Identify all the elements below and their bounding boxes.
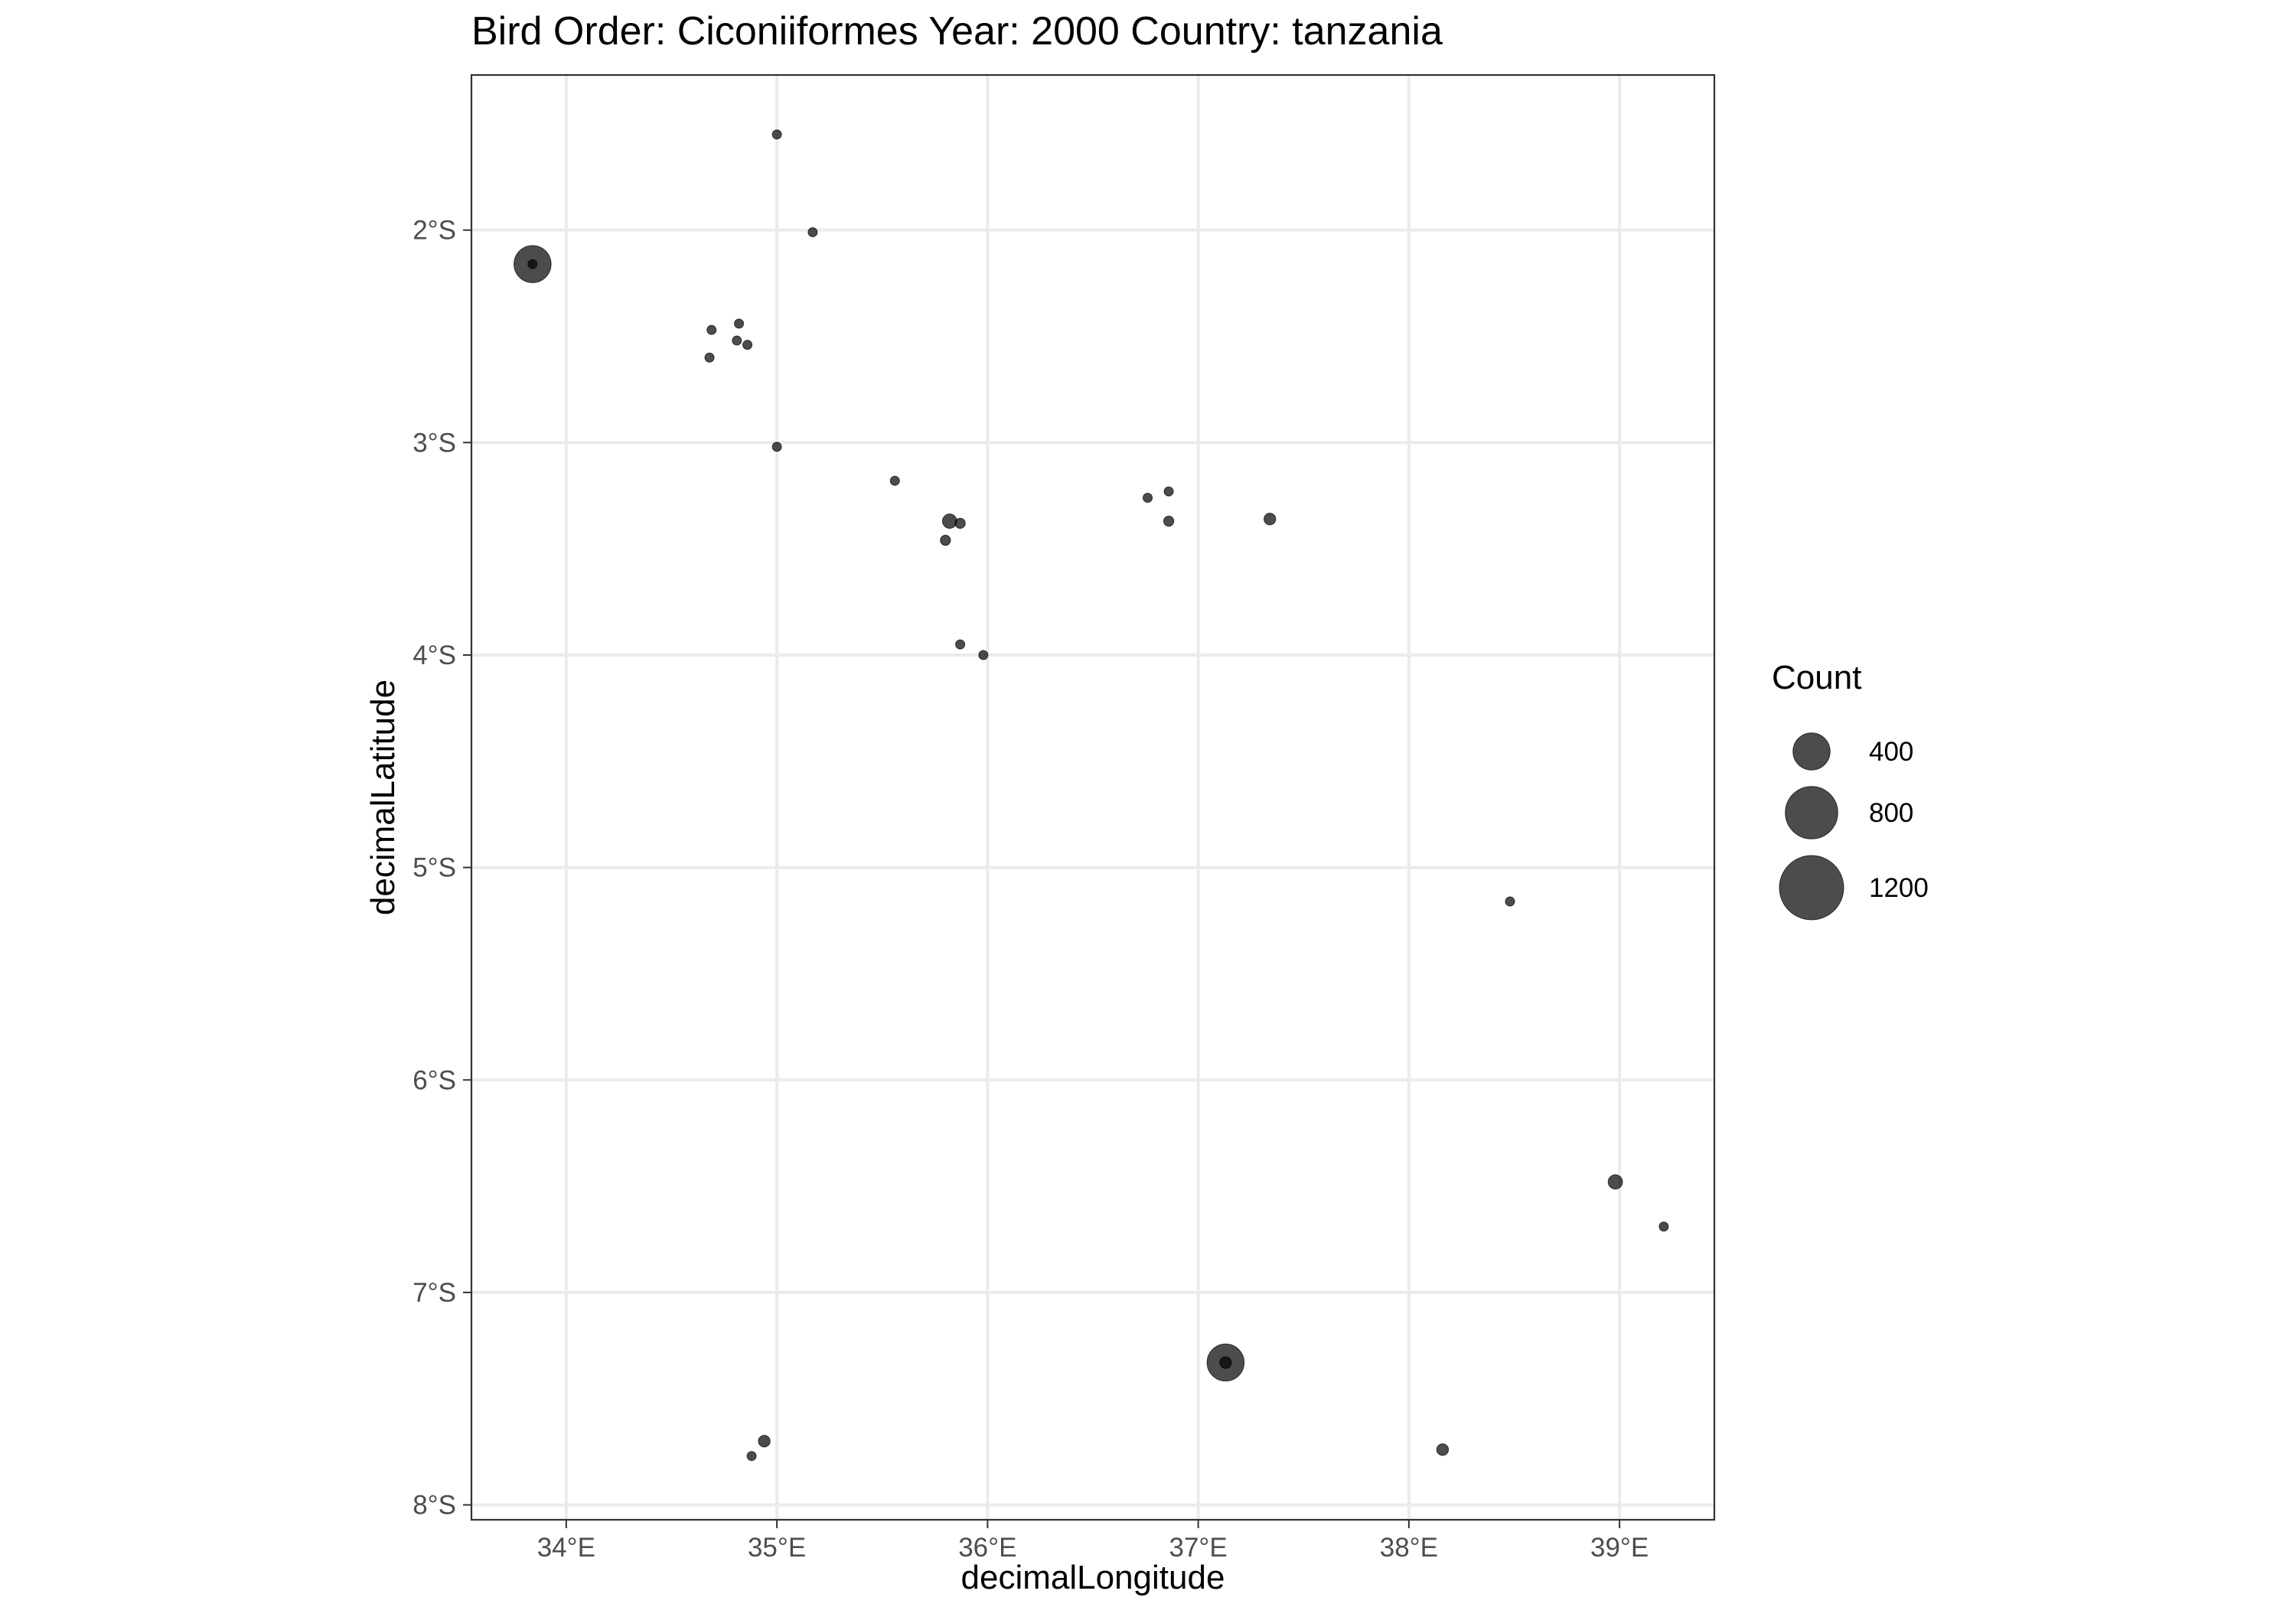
- legend-key-circle: [1785, 786, 1838, 839]
- data-point: [1607, 1174, 1623, 1190]
- legend-key-circle: [1779, 855, 1844, 921]
- legend-title: Count: [1772, 659, 1861, 696]
- data-point: [746, 1451, 757, 1462]
- data-point: [1143, 493, 1153, 504]
- x-tick-label: 39°E: [1590, 1533, 1649, 1563]
- x-tick-label: 35°E: [748, 1533, 806, 1563]
- data-point: [807, 227, 818, 237]
- data-point: [889, 475, 900, 486]
- data-point: [1264, 513, 1277, 526]
- data-point: [1658, 1221, 1669, 1232]
- y-tick-label: 3°S: [413, 428, 456, 458]
- chart-title: Bird Order: Ciconiiformes Year: 2000 Cou…: [471, 9, 1443, 54]
- y-axis: 2°S 3°S 4°S 5°S 6°S 7°S 8°S: [413, 216, 471, 1521]
- data-point: [978, 650, 989, 660]
- x-tick-label: 34°E: [537, 1533, 595, 1563]
- y-tick-label: 4°S: [413, 641, 456, 670]
- y-tick-label: 5°S: [413, 853, 456, 883]
- y-tick-label: 8°S: [413, 1491, 456, 1521]
- x-axis-title: decimalLongitude: [961, 1559, 1225, 1596]
- data-point: [1436, 1443, 1450, 1456]
- size-legend: Count 400 800 1200: [1772, 659, 1929, 921]
- data-point: [941, 513, 957, 529]
- data-point: [940, 534, 951, 546]
- x-tick-label: 37°E: [1169, 1533, 1227, 1563]
- x-tick-label: 38°E: [1380, 1533, 1438, 1563]
- y-tick-label: 6°S: [413, 1065, 456, 1095]
- data-point: [1505, 896, 1515, 907]
- data-point: [706, 324, 717, 335]
- legend-label: 800: [1869, 798, 1913, 828]
- data-point: [1163, 515, 1175, 527]
- data-point: [954, 517, 966, 529]
- data-point: [955, 639, 966, 650]
- legend-label: 400: [1869, 737, 1913, 767]
- y-tick-label: 7°S: [413, 1278, 456, 1308]
- data-point: [704, 352, 715, 363]
- data-point: [527, 259, 538, 269]
- legend-key-circle: [1792, 732, 1831, 771]
- y-tick-label: 2°S: [413, 216, 456, 246]
- plot-panel-background: [471, 75, 1714, 1520]
- x-tick-label: 36°E: [958, 1533, 1016, 1563]
- data-points: [514, 129, 1669, 1462]
- data-point: [732, 335, 742, 346]
- data-point: [1219, 1356, 1232, 1369]
- x-axis: 34°E 35°E 36°E 37°E 38°E 39°E: [537, 1520, 1649, 1563]
- plot-panel-border: [470, 73, 1716, 1521]
- grid-lines: [471, 75, 1714, 1520]
- data-point: [758, 1435, 771, 1448]
- legend-label: 1200: [1869, 873, 1929, 903]
- data-point: [742, 340, 753, 350]
- data-point: [734, 318, 745, 329]
- data-point: [1163, 486, 1174, 497]
- data-point: [771, 129, 782, 140]
- y-axis-title: decimalLatitude: [364, 680, 402, 915]
- data-point: [771, 442, 782, 452]
